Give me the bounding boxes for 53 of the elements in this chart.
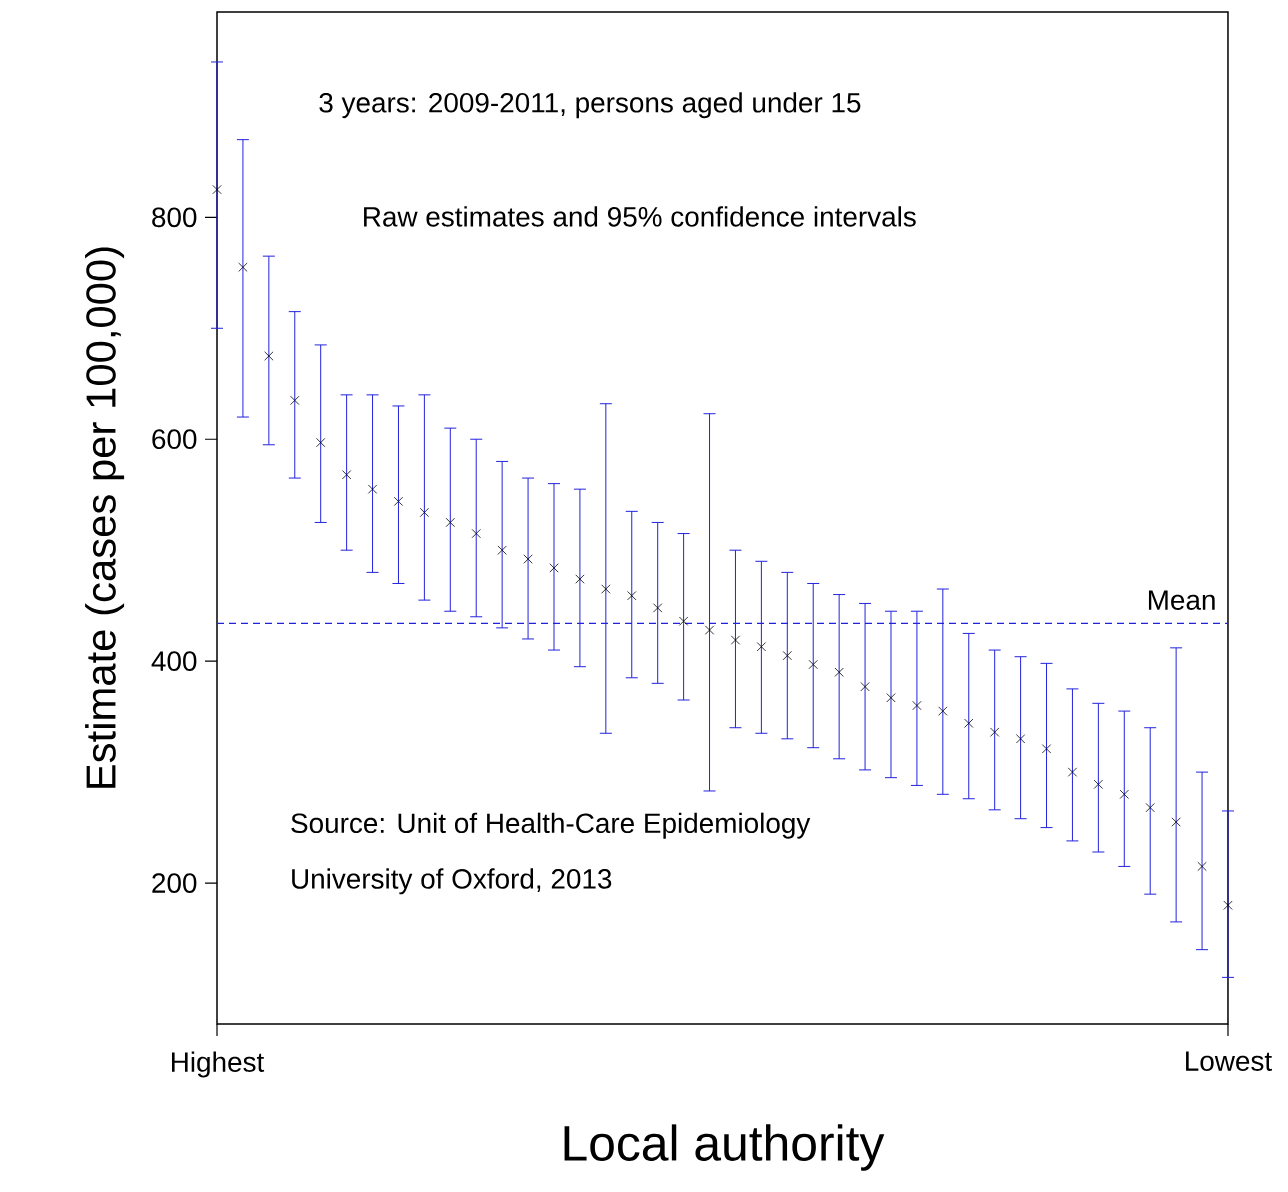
point — [756, 642, 767, 652]
point — [1145, 802, 1155, 813]
point — [704, 625, 715, 635]
point — [549, 563, 559, 573]
point — [393, 496, 404, 507]
point — [1223, 900, 1233, 910]
point — [316, 437, 326, 448]
point — [1171, 817, 1181, 827]
point — [808, 659, 818, 670]
point — [886, 693, 896, 703]
y-axis-title: Estimate (cases per 100,000) — [85, 247, 125, 788]
annotation: University of Oxford, 2013 — [292, 868, 612, 895]
point — [964, 718, 974, 728]
point — [419, 507, 430, 518]
point — [471, 528, 481, 539]
annotation: 3 years: 2009-2011, persons aged under 15 — [319, 92, 861, 119]
point — [341, 470, 352, 480]
point — [860, 682, 870, 692]
point — [990, 727, 1000, 737]
point — [1041, 744, 1052, 754]
point — [212, 184, 222, 195]
point — [834, 667, 844, 677]
point — [367, 484, 378, 494]
point — [678, 616, 689, 626]
point — [938, 706, 948, 716]
y-tick-label: 400 — [151, 651, 197, 672]
point — [912, 700, 922, 711]
point — [1197, 861, 1207, 872]
y-tick-label: 200 — [152, 873, 197, 893]
annotation: Raw estimates and 95% confidence intervals — [364, 206, 916, 227]
point — [1093, 779, 1104, 789]
point — [238, 262, 248, 272]
point — [445, 517, 455, 528]
point — [575, 574, 585, 584]
x-axis-title: Local authority — [564, 1124, 885, 1171]
point — [1119, 789, 1129, 799]
annotation: Source: Unit of Health-Care Epidemiology — [291, 812, 811, 839]
point — [730, 635, 741, 645]
ref-line-label: Mean — [1148, 590, 1215, 610]
y-tick-label: 800 — [152, 207, 197, 228]
point — [601, 584, 611, 594]
point — [1067, 767, 1078, 777]
point — [497, 545, 507, 555]
point — [782, 650, 792, 661]
point — [290, 395, 300, 406]
point — [1015, 734, 1026, 744]
point — [264, 351, 274, 361]
y-tick-label: 600 — [152, 429, 197, 450]
point — [653, 603, 663, 613]
x-tick-label: Highest — [172, 1051, 265, 1078]
point — [523, 554, 533, 564]
x-tick-label: Lowest — [1186, 1051, 1272, 1071]
point — [627, 591, 637, 601]
